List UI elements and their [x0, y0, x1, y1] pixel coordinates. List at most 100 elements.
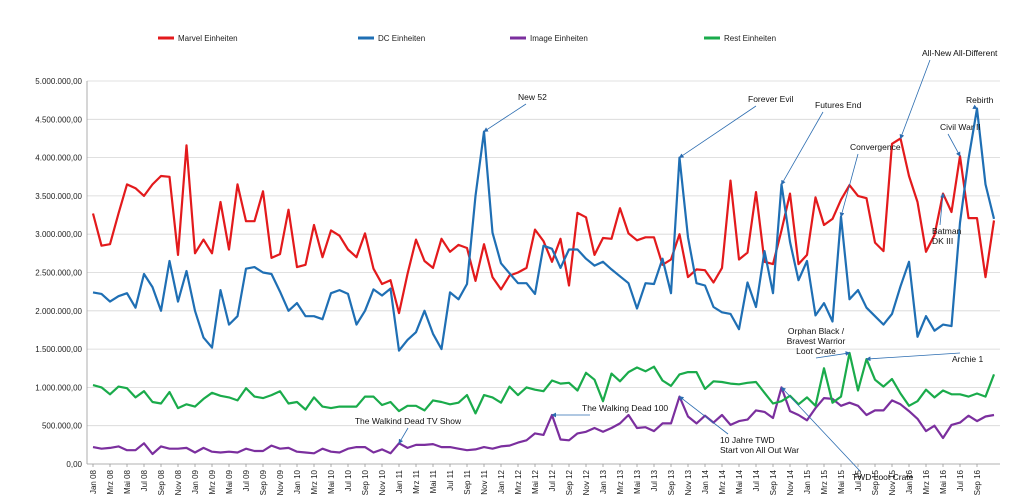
x-tick-label: Mai 14: [735, 469, 744, 494]
y-axis: 0,00 500.000,00 1.000.000,00 1.500.000,00 2.…: [35, 77, 88, 469]
x-tick-label: Sep 11: [463, 469, 472, 494]
x-tick-label: Jul 13: [650, 469, 659, 491]
annotation-arrow: [483, 103, 527, 132]
annotation-label: New 52: [518, 92, 547, 102]
x-tick-label: Jul 14: [752, 469, 761, 491]
x-tick-label: Nov 13: [684, 469, 693, 495]
x-tick-label: Jan 08: [89, 469, 98, 494]
annotation-arrow: [678, 396, 729, 435]
y-tick-label: 3.000.000,00: [35, 230, 82, 239]
x-tick-label: Sep 09: [259, 469, 268, 495]
series-line-2: [92, 386, 995, 456]
x-tick-label: Mai 11: [429, 469, 438, 493]
x-tick-label: Mai 16: [939, 469, 948, 494]
annotation-label: Loot Crate: [796, 346, 836, 356]
x-tick-label: Nov 09: [276, 469, 285, 495]
annotation-label: DK III: [932, 236, 953, 246]
legend-label: Image Einheiten: [530, 34, 588, 43]
x-tick-label: Jul 11: [446, 469, 455, 490]
annotation-arrow: [899, 59, 931, 140]
x-tick-label: Mrz 16: [922, 469, 931, 494]
annotation-arrow: [398, 427, 409, 445]
x-tick-label: Jan 12: [497, 469, 506, 494]
annotation-arrow: [939, 192, 946, 226]
y-tick-label: 1.500.000,00: [35, 345, 82, 354]
gridlines: [87, 80, 1000, 465]
series-line-0: [91, 137, 996, 315]
y-tick-label: 2.000.000,00: [35, 307, 82, 316]
series-lines: [91, 107, 996, 456]
x-tick-label: Jan 09: [191, 469, 200, 494]
annotation-arrow: [947, 133, 961, 157]
x-tick-label: Jul 10: [344, 469, 353, 491]
series-line-3: [92, 351, 996, 415]
x-tick-label: Jul 09: [242, 469, 251, 491]
x-tick-label: Sep 12: [565, 469, 574, 495]
y-tick-label: 5.000.000,00: [35, 77, 82, 86]
series-line-1: [92, 107, 996, 352]
x-tick-label: Sep 15: [871, 469, 880, 495]
y-tick-label: 4.000.000,00: [35, 154, 82, 163]
y-tick-label: 1.000.000,00: [35, 383, 82, 392]
x-tick-label: Mrz 10: [310, 469, 319, 494]
annotation-arrow: [781, 111, 824, 186]
annotation-arrow: [972, 104, 978, 109]
x-tick-label: Sep 16: [973, 469, 982, 495]
x-tick-label: Nov 12: [582, 469, 591, 495]
annotation-label: Batman: [932, 226, 962, 236]
annotation-label: The Walkind Dead TV Show: [355, 416, 462, 426]
x-tick-label: Mai 12: [531, 469, 540, 494]
x-tick-label: Mai 09: [225, 469, 234, 494]
annotation-label: TWD Loot Crate: [852, 472, 914, 482]
x-tick-label: Nov 15: [888, 469, 897, 495]
x-tick-label: Mai 08: [123, 469, 132, 494]
annotation-label: Convergence: [850, 142, 901, 152]
annotation-arrow: [815, 351, 851, 359]
x-tick-label: Jan 11: [395, 469, 404, 493]
x-tick-label: Mai 13: [633, 469, 642, 494]
y-tick-label: 4.500.000,00: [35, 115, 82, 124]
y-tick-label: 2.500.000,00: [35, 269, 82, 278]
x-tick-label: Mrz 09: [208, 469, 217, 494]
x-tick-label: Nov 14: [786, 469, 795, 495]
x-tick-label: Jul 16: [956, 469, 965, 491]
x-tick-label: Mrz 15: [820, 469, 829, 494]
x-tick-label: Jul 15: [854, 469, 863, 491]
annotation-label: Start von All Out War: [720, 445, 799, 455]
x-tick-label: Nov 08: [174, 469, 183, 495]
legend-label: DC Einheiten: [378, 34, 425, 43]
x-tick-label: Mrz 14: [718, 469, 727, 494]
x-tick-label: Jul 08: [140, 469, 149, 491]
annotation-label: Rebirth: [966, 95, 994, 105]
annotation-label: Futures End: [815, 100, 862, 110]
annotation-label: Orphan Black /: [788, 326, 845, 336]
x-tick-label: Mai 10: [327, 469, 336, 494]
x-tick-label: Jan 13: [599, 469, 608, 494]
x-tick-label: Jul 12: [548, 469, 557, 491]
x-tick-label: Sep 08: [157, 469, 166, 495]
x-tick-label: Jan 14: [701, 469, 710, 494]
legend-label: Marvel Einheiten: [178, 34, 238, 43]
annotation-label: Bravest Warrior: [787, 336, 846, 346]
annotation-label: All-New All-Different: [922, 48, 998, 58]
x-tick-label: Sep 14: [769, 469, 778, 495]
annotations: New 52 Forever Evil Futures End Convergence…: [355, 48, 998, 482]
y-tick-label: 3.500.000,00: [35, 192, 82, 201]
x-tick-label: Nov 10: [378, 469, 387, 495]
x-tick-label: Jan 15: [803, 469, 812, 494]
annotation-label: 10 Jahre TWD: [720, 435, 775, 445]
x-tick-label: Nov 11: [480, 469, 489, 494]
y-tick-label: 0,00: [66, 460, 82, 469]
x-tick-label: Jan 16: [905, 469, 914, 494]
x-tick-label: Sep 13: [667, 469, 676, 495]
x-axis: Jan 08 Mrz 08 Mai 08 Jul 08 Sep 08 Nov 08 Jan …: [89, 464, 982, 495]
annotation-label: The Walking Dead 100: [582, 403, 668, 413]
x-tick-label: Sep 10: [361, 469, 370, 495]
legend: Marvel Einheiten DC Einheiten Image Einhei…: [158, 34, 776, 43]
y-tick-label: 500.000,00: [42, 422, 83, 431]
x-tick-label: Mrz 12: [514, 469, 523, 494]
annotation-label: Forever Evil: [748, 94, 793, 104]
annotation-label: Civil War II: [940, 122, 981, 132]
annotation-arrow: [839, 153, 859, 218]
